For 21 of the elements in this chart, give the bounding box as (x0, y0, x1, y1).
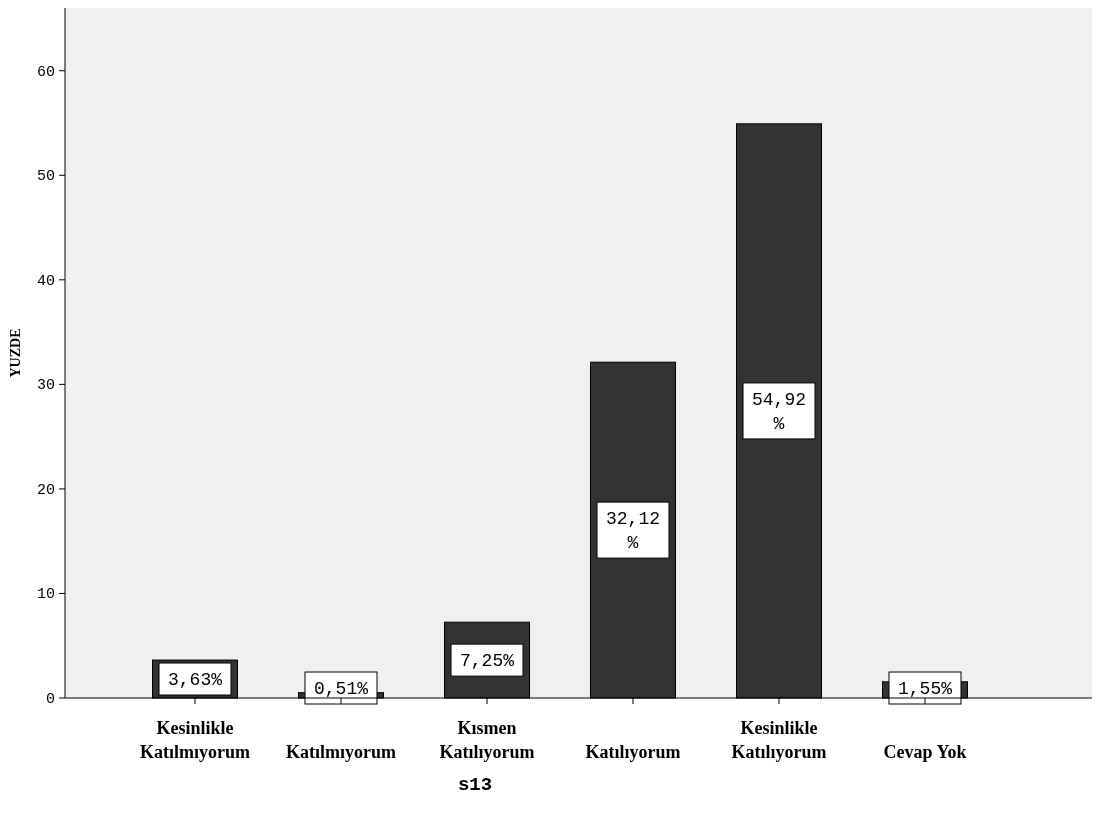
x-tick-label: Cevap Yok (883, 742, 967, 762)
y-tick-label: 20 (36, 481, 55, 499)
data-label: 3,63% (167, 670, 223, 691)
x-tick-label: Kesinlikle Katılmıyorum (140, 718, 250, 762)
data-label: 7,25% (459, 651, 515, 672)
x-tick-label: Katılmıyorum (286, 742, 396, 762)
y-tick-label: 10 (36, 586, 55, 604)
y-tick-label: 0 (45, 691, 55, 708)
x-tick-label: Kısmen Katılıyorum (439, 718, 535, 762)
data-label: 1,55% (897, 679, 953, 699)
y-tick-label: 40 (36, 272, 55, 290)
y-tick-label: 50 (36, 168, 55, 186)
x-tick-label: Kesinlikle Katılıyorum (731, 718, 827, 762)
data-label: 54,92 % (751, 389, 807, 434)
data-label: 0,51% (313, 679, 369, 699)
y-tick-label: 60 (36, 63, 55, 81)
data-label: 32,12 % (605, 509, 661, 554)
y-axis-title: YUZDE (8, 328, 23, 378)
x-tick-label: Katılıyorum (585, 742, 681, 762)
y-tick-label: 30 (36, 377, 55, 395)
x-axis-title: s13 (457, 774, 493, 796)
